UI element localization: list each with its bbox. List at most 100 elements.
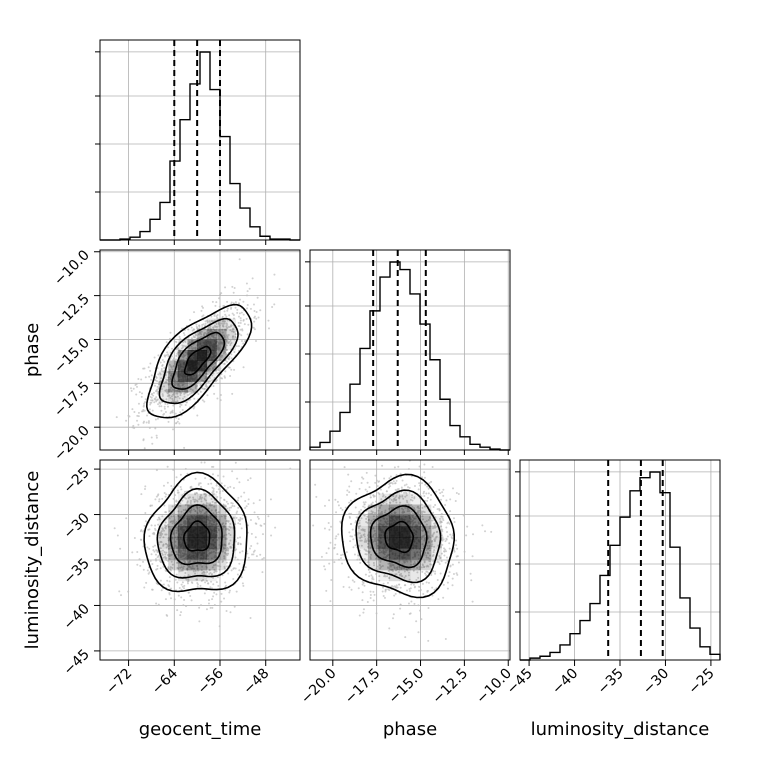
sample-point <box>188 382 191 385</box>
sample-point <box>443 547 446 550</box>
sample-point <box>213 329 216 332</box>
sample-point <box>363 533 366 536</box>
sample-point <box>368 486 371 489</box>
sample-point <box>172 520 175 523</box>
sample-point <box>469 572 472 575</box>
sample-point <box>250 532 253 535</box>
sample-point <box>210 572 213 575</box>
sample-point <box>390 498 393 501</box>
sample-point <box>218 305 221 308</box>
sample-point <box>230 357 233 360</box>
sample-point <box>217 527 220 530</box>
sample-point <box>176 400 179 403</box>
sample-point <box>427 548 430 551</box>
sample-point <box>231 312 234 315</box>
sample-point <box>161 515 164 518</box>
sample-point <box>198 506 201 509</box>
sample-point <box>348 516 351 519</box>
sample-point <box>361 580 364 583</box>
sample-point <box>179 485 182 488</box>
sample-point <box>444 540 447 543</box>
sample-point <box>222 352 225 355</box>
sample-point <box>155 559 158 562</box>
sample-point <box>374 538 377 541</box>
sample-point <box>194 572 197 575</box>
sample-point <box>211 491 214 494</box>
sample-point <box>177 417 180 420</box>
sample-point <box>363 530 366 533</box>
sample-point <box>197 392 200 395</box>
contour-2-sigma <box>145 303 253 419</box>
sample-point <box>222 525 225 528</box>
sample-point <box>156 392 159 395</box>
sample-point <box>433 531 436 534</box>
sample-point <box>206 360 209 363</box>
sample-point <box>391 569 394 572</box>
sample-point <box>174 494 177 497</box>
sample-point <box>239 522 242 525</box>
sample-point <box>330 578 333 581</box>
sample-point <box>151 409 154 412</box>
sample-point <box>174 544 177 547</box>
sample-point <box>232 516 235 519</box>
sample-point <box>409 498 412 501</box>
density-cell <box>187 360 198 372</box>
sample-point <box>188 560 191 563</box>
sample-point <box>327 522 330 525</box>
sample-point <box>212 595 215 598</box>
sample-point <box>423 490 426 493</box>
x-tick-label-phase: −12.5 <box>430 666 472 708</box>
sample-point <box>175 389 178 392</box>
sample-point <box>224 517 227 520</box>
sample-point <box>397 560 400 563</box>
density-cell <box>206 559 217 571</box>
sample-point <box>431 545 434 548</box>
sample-point <box>194 510 197 513</box>
sample-point <box>234 306 237 309</box>
sample-point <box>183 354 186 357</box>
sample-point <box>222 535 225 538</box>
density-cell <box>177 570 188 582</box>
sample-point <box>455 544 458 547</box>
sample-point <box>245 468 248 471</box>
sample-point <box>383 596 386 599</box>
sample-point <box>186 580 189 583</box>
sample-point <box>216 576 219 579</box>
sample-point <box>116 534 119 537</box>
sample-point <box>232 291 235 294</box>
sample-point <box>224 320 227 323</box>
sample-point <box>235 590 238 593</box>
sample-point <box>219 393 222 396</box>
sample-point <box>184 509 187 512</box>
sample-point <box>161 529 164 532</box>
contour-1.5-sigma <box>158 317 239 405</box>
sample-point <box>471 555 474 558</box>
sample-point <box>226 360 229 363</box>
sample-point <box>198 559 201 562</box>
sample-point <box>239 328 242 331</box>
sample-point <box>420 503 423 506</box>
sample-point <box>162 556 165 559</box>
sample-point <box>170 560 173 563</box>
sample-point <box>155 549 158 552</box>
sample-point <box>226 341 229 344</box>
sample-point <box>395 569 398 572</box>
sample-point <box>394 496 397 499</box>
sample-point <box>441 536 444 539</box>
sample-point <box>175 500 178 503</box>
sample-point <box>369 546 372 549</box>
sample-point <box>457 561 460 564</box>
sample-point <box>216 548 219 551</box>
sample-point <box>157 603 160 606</box>
sample-point <box>261 533 264 536</box>
sample-point <box>179 473 182 476</box>
sample-point <box>148 408 151 411</box>
density-cell <box>410 515 421 527</box>
sample-point <box>208 494 211 497</box>
sample-point <box>218 322 221 325</box>
sample-point <box>207 602 210 605</box>
sample-point <box>427 492 430 495</box>
sample-point <box>200 485 203 488</box>
sample-point <box>216 496 219 499</box>
sample-point <box>248 287 251 290</box>
